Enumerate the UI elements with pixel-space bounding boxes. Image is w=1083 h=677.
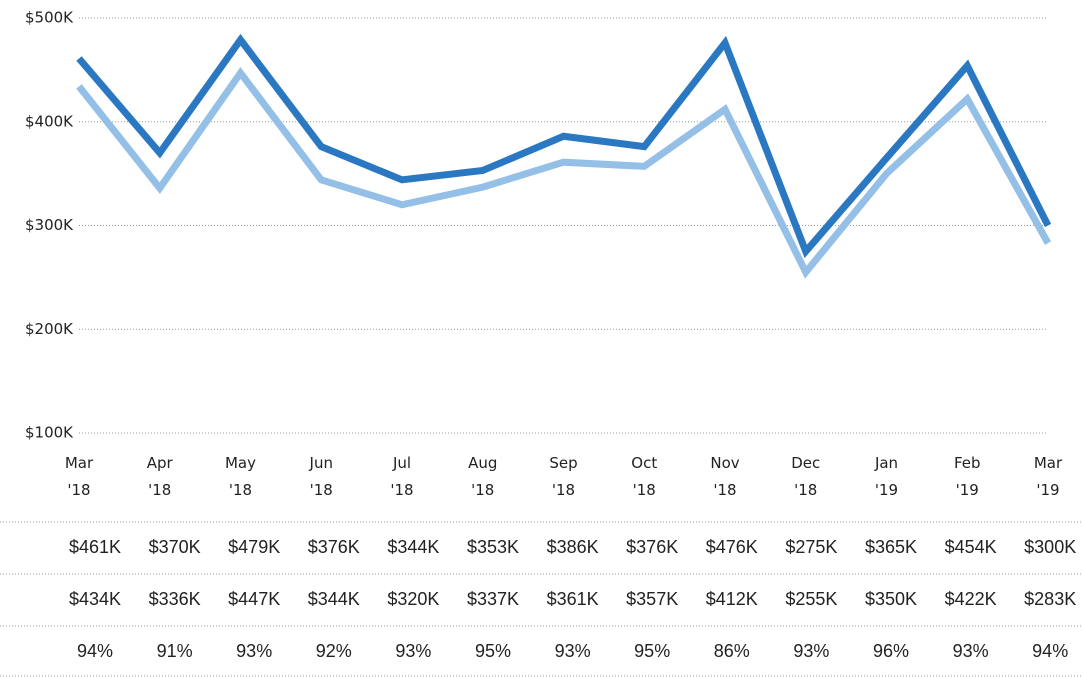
x-tick-label: Dec '18 bbox=[791, 454, 821, 499]
table-cell: 93% bbox=[793, 641, 829, 661]
table-cell: $255K bbox=[785, 589, 837, 609]
table-cell: $365K bbox=[865, 537, 917, 557]
y-tick-label: $100K bbox=[25, 424, 74, 442]
table-cell: 96% bbox=[873, 641, 909, 661]
table-cell: 93% bbox=[395, 641, 431, 661]
table-cell: 94% bbox=[77, 641, 113, 661]
table-cell: $344K bbox=[308, 589, 360, 609]
x-tick-label: Jan '19 bbox=[874, 454, 899, 499]
table-cell: $344K bbox=[387, 537, 439, 557]
series-line bbox=[76, 33, 1052, 259]
table-cell: $476K bbox=[706, 537, 758, 557]
x-tick-label: Aug '18 bbox=[468, 454, 498, 499]
table-cell: $376K bbox=[308, 537, 360, 557]
table-cell: $370K bbox=[149, 537, 201, 557]
table-cell: 93% bbox=[236, 641, 272, 661]
table-cell: 93% bbox=[953, 641, 989, 661]
table-cell: $275K bbox=[785, 537, 837, 557]
table-cell: $479K bbox=[228, 537, 280, 557]
x-tick-label: Mar '19 bbox=[1033, 454, 1063, 499]
y-tick-label: $300K bbox=[25, 216, 74, 234]
table-cell: 86% bbox=[714, 641, 750, 661]
x-tick-label: Nov '18 bbox=[710, 454, 740, 499]
table-cell: $461K bbox=[69, 537, 121, 557]
table-cell: $357K bbox=[626, 589, 678, 609]
table-cell: $361K bbox=[547, 589, 599, 609]
table-cell: $336K bbox=[149, 589, 201, 609]
y-tick-label: $500K bbox=[25, 9, 74, 27]
table-cell: 95% bbox=[475, 641, 511, 661]
table-cell: $350K bbox=[865, 589, 917, 609]
x-tick-label: Apr '18 bbox=[146, 454, 173, 499]
table-cell: $337K bbox=[467, 589, 519, 609]
table-cell: $422K bbox=[945, 589, 997, 609]
table-cell: $434K bbox=[69, 589, 121, 609]
x-tick-label: Feb '19 bbox=[953, 454, 981, 499]
table-cell: 93% bbox=[555, 641, 591, 661]
x-tick-label: Sep '18 bbox=[549, 454, 578, 499]
table-cell: 94% bbox=[1032, 641, 1068, 661]
table-cell: $376K bbox=[626, 537, 678, 557]
x-tick-label: Mar '18 bbox=[64, 454, 94, 499]
x-tick-label: Jun '18 bbox=[309, 454, 333, 499]
table-cell: $300K bbox=[1024, 537, 1076, 557]
table-cell: $353K bbox=[467, 537, 519, 557]
table-cell: $447K bbox=[228, 589, 280, 609]
y-tick-label: $200K bbox=[25, 320, 74, 338]
table-cell: $454K bbox=[945, 537, 997, 557]
series-line bbox=[76, 67, 1052, 279]
y-tick-label: $400K bbox=[25, 112, 74, 130]
table-cell: $412K bbox=[706, 589, 758, 609]
table-cell: 91% bbox=[157, 641, 193, 661]
table-cell: 92% bbox=[316, 641, 352, 661]
x-tick-label: Jul '18 bbox=[390, 454, 414, 499]
x-tick-label: May '18 bbox=[224, 454, 256, 499]
table-cell: $283K bbox=[1024, 589, 1076, 609]
table-cell: 95% bbox=[634, 641, 670, 661]
table-cell: $320K bbox=[387, 589, 439, 609]
x-tick-label: Oct '18 bbox=[631, 454, 658, 499]
table-cell: $386K bbox=[547, 537, 599, 557]
